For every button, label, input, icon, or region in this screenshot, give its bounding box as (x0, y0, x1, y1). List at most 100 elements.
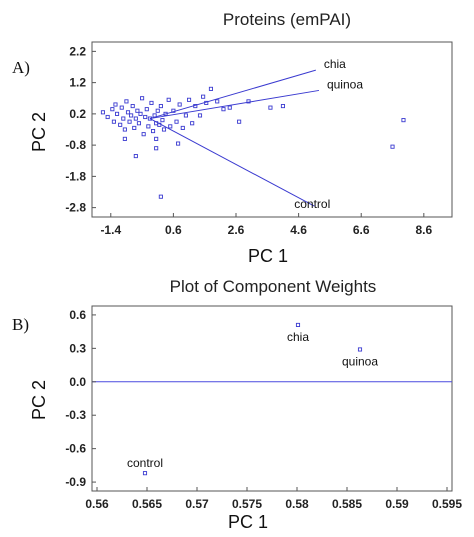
panel-a-points (100, 86, 406, 199)
vector-line-control (149, 118, 315, 207)
data-point (113, 102, 118, 107)
weight-label-quinoa: quinoa (342, 354, 378, 368)
panel-a-x-tick-label: 2.6 (228, 223, 245, 237)
panel-b-y-ticks: 0.6 0.3 0.0 -0.3 -0.6 -0.9 (65, 308, 96, 489)
data-point (268, 105, 273, 110)
panel-a-y-tick-label: 0.2 (69, 107, 86, 121)
panel-a-x-tick-label: 6.6 (353, 223, 370, 237)
panel-b-y-tick-label: -0.3 (65, 408, 86, 422)
data-point (122, 136, 127, 141)
panel-b-y-axis-label: PC 2 (29, 380, 49, 420)
panel-b-title: Plot of Component Weights (170, 277, 377, 296)
data-point (114, 111, 120, 116)
data-point (140, 96, 145, 101)
panel-a-letter: A) (12, 58, 30, 77)
panel-a-x-axis-label: PC 1 (248, 246, 288, 266)
panel-b-y-tick-label: -0.6 (65, 442, 86, 456)
data-point (121, 116, 126, 121)
vector-label-chia: chia (324, 57, 346, 71)
panel-a-plot-frame (91, 41, 453, 218)
data-point (158, 194, 163, 199)
panel-a-title: Proteins (emPAI) (223, 10, 351, 29)
panel-b-x-tick-label: 0.59 (385, 497, 409, 511)
data-point (111, 119, 116, 124)
panel-b-x-tick-label: 0.56 (85, 497, 109, 511)
panel-b-x-tick-label: 0.58 (285, 497, 309, 511)
panel-b-y-tick-label: -0.9 (65, 475, 86, 489)
panel-b-x-tick-label: 0.575 (232, 497, 262, 511)
panel-a-x-tick-label: 8.6 (415, 223, 432, 237)
data-point (174, 119, 179, 124)
data-point (147, 116, 152, 121)
vector-line-chia (149, 69, 316, 120)
data-point (154, 136, 159, 141)
panel-a-x-tick-label: 0.6 (165, 223, 182, 237)
panel-a-y-tick-label: 1.2 (69, 76, 86, 90)
data-point (176, 141, 181, 146)
panel-a-y-axis-label: PC 2 (29, 112, 49, 152)
data-point (390, 144, 395, 149)
data-point (125, 110, 131, 115)
data-point (201, 94, 206, 99)
panel-a-y-ticks: 2.2 1.2 0.2 -0.8 -1.8 -2.8 (65, 44, 96, 215)
data-point (280, 104, 286, 109)
data-point (163, 111, 168, 116)
data-point (160, 118, 165, 123)
panel-b-x-tick-label: 0.57 (185, 497, 209, 511)
vector-label-quinoa: quinoa (327, 77, 363, 91)
panel-b-x-tick-label: 0.565 (132, 497, 162, 511)
data-point (141, 132, 146, 137)
data-point (208, 86, 214, 91)
data-point (146, 124, 151, 129)
data-point (193, 104, 198, 109)
data-point (227, 105, 232, 110)
data-point (190, 121, 195, 126)
panel-a-x-tick-label: 4.6 (290, 223, 307, 237)
data-point (105, 114, 110, 120)
data-point (177, 102, 182, 107)
weight-point-chia (295, 322, 301, 327)
data-point (110, 107, 115, 112)
data-point (246, 99, 251, 104)
panel-a: Proteins (emPAI) A) PC 2 PC 1 -1.4 0.6 2.6… (12, 10, 453, 266)
data-point (152, 113, 157, 118)
panel-a-y-tick-label: 2.2 (69, 44, 86, 58)
data-point (221, 107, 226, 112)
data-point (130, 104, 135, 109)
data-point (133, 154, 138, 159)
data-point (127, 119, 132, 124)
panel-b-letter: B) (12, 315, 29, 334)
data-point (171, 108, 176, 113)
panel-b: Plot of Component Weights B) PC 2 PC 1 0… (12, 277, 462, 532)
weight-label-chia: chia (287, 330, 309, 344)
data-point (135, 108, 140, 113)
weight-point-control (142, 471, 148, 476)
panel-a-y-tick-label: -2.8 (65, 201, 86, 215)
data-point (144, 107, 149, 112)
vector-label-control: control (294, 197, 330, 211)
data-point (155, 108, 160, 113)
panel-b-x-tick-label: 0.595 (432, 497, 462, 511)
data-point (133, 116, 138, 121)
data-point (100, 110, 106, 115)
panel-b-x-axis-label: PC 1 (228, 512, 268, 532)
data-point (158, 104, 163, 109)
data-point (161, 127, 167, 132)
data-point (122, 127, 127, 132)
data-point (149, 100, 154, 105)
data-point (183, 113, 188, 118)
data-point (118, 122, 123, 127)
data-point (132, 125, 137, 130)
panel-b-x-ticks: 0.56 0.565 0.57 0.575 0.58 0.585 0.59 0.595 (85, 487, 462, 511)
data-point (129, 113, 134, 118)
data-point (150, 129, 156, 134)
data-point (136, 121, 142, 126)
panel-b-x-tick-label: 0.585 (332, 497, 362, 511)
data-point (197, 113, 203, 118)
weight-point-quinoa (357, 347, 363, 352)
data-point (186, 97, 192, 102)
data-point (119, 105, 124, 110)
data-point (138, 111, 143, 116)
data-point (401, 118, 406, 123)
